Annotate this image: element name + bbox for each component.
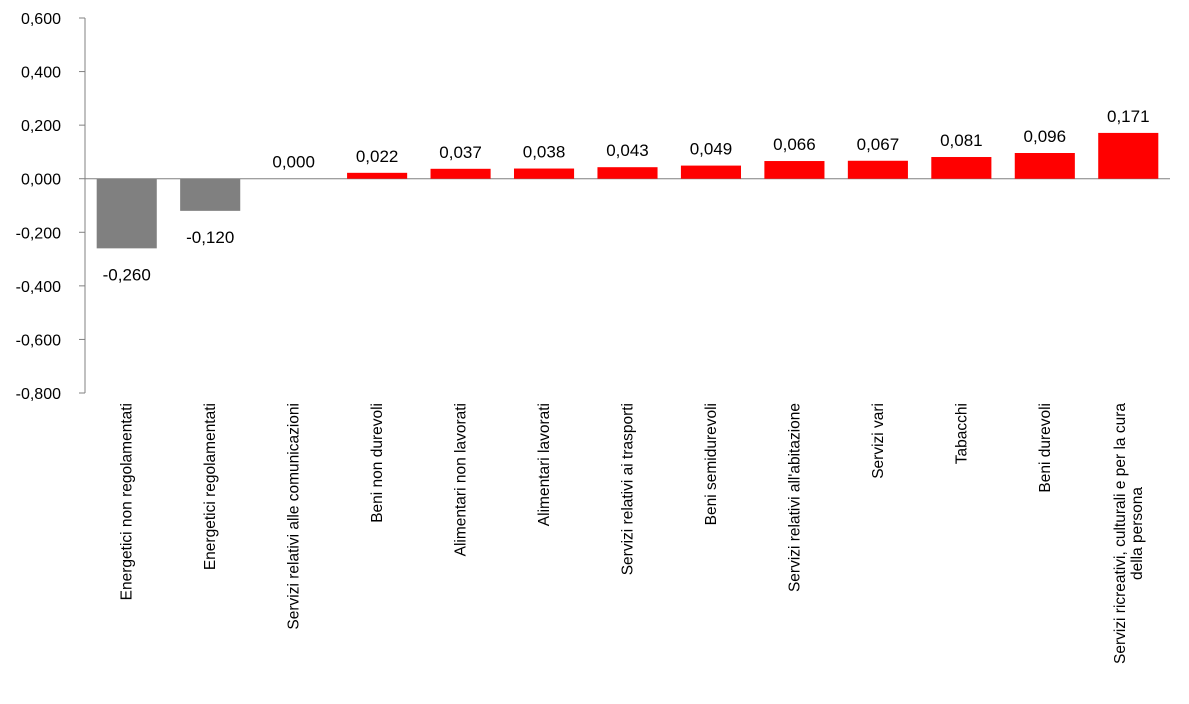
- data-label: 0,081: [940, 131, 983, 150]
- bar: [847, 160, 908, 179]
- bar: [180, 178, 241, 211]
- category-label: Beni non durevoli: [369, 403, 386, 523]
- data-label: 0,043: [606, 141, 649, 160]
- data-label: 0,067: [857, 135, 900, 154]
- data-label: 0,171: [1107, 107, 1150, 126]
- category-label: Energetici non regolamentati: [119, 403, 136, 600]
- data-label: -0,120: [186, 228, 234, 247]
- bars: [96, 132, 1159, 249]
- bar: [513, 168, 575, 179]
- bar: [96, 178, 157, 249]
- bar: [347, 172, 408, 179]
- data-label: 0,049: [690, 140, 733, 159]
- data-label: -0,260: [103, 265, 151, 284]
- category-label: Servizi relativi alle comunicazioni: [286, 403, 303, 630]
- category-label: Beni durevoli: [1037, 403, 1054, 493]
- y-tick-label: 0,000: [21, 172, 61, 189]
- bar: [680, 165, 742, 179]
- bar: [1098, 132, 1159, 179]
- data-label: 0,096: [1024, 127, 1067, 146]
- y-tick-label: 0,400: [21, 65, 61, 82]
- y-tick-label: 0,600: [21, 11, 61, 28]
- data-label: 0,037: [439, 143, 482, 162]
- y-tick-label: 0,200: [21, 118, 61, 135]
- y-tick-label: -0,200: [16, 225, 61, 242]
- category-labels: Energetici non regolamentati Energetici r…: [119, 403, 1146, 664]
- data-labels: -0,260 -0,120 0,000 0,022 0,037 0,038 0,043 0,0…: [103, 107, 1150, 284]
- y-tick-label: -0,800: [16, 386, 61, 403]
- category-label: Energetici regolamentati: [202, 403, 219, 570]
- category-label: Alimentari non lavorati: [453, 403, 470, 556]
- bar: [764, 161, 825, 179]
- data-label: 0,000: [272, 153, 315, 172]
- bar: [430, 168, 491, 179]
- y-tick-label: -0,600: [16, 332, 61, 349]
- category-label: Beni semidurevoli: [703, 403, 720, 525]
- bar: [931, 157, 992, 179]
- category-label: Alimentari lavorati: [536, 403, 553, 526]
- y-axis-ticks: 0,600 0,400 0,200 0,000 -0,200 -0,400 -0,600 -0…: [16, 11, 85, 403]
- data-label: 0,022: [356, 147, 399, 166]
- y-tick-label: -0,400: [16, 279, 61, 296]
- category-label: Servizi ricreativi, culturali e per la c…: [1112, 403, 1129, 664]
- data-label: 0,066: [773, 135, 816, 154]
- bar: [597, 167, 658, 179]
- category-label: Servizi relativi all'abitazione: [786, 403, 803, 592]
- category-label: della persona: [1129, 487, 1146, 580]
- data-label: 0,038: [523, 143, 566, 162]
- category-label: Servizi relativi ai trasporti: [620, 403, 637, 575]
- category-label: Tabacchi: [953, 403, 970, 464]
- bar: [1014, 153, 1075, 179]
- category-label: Servizi vari: [870, 403, 887, 479]
